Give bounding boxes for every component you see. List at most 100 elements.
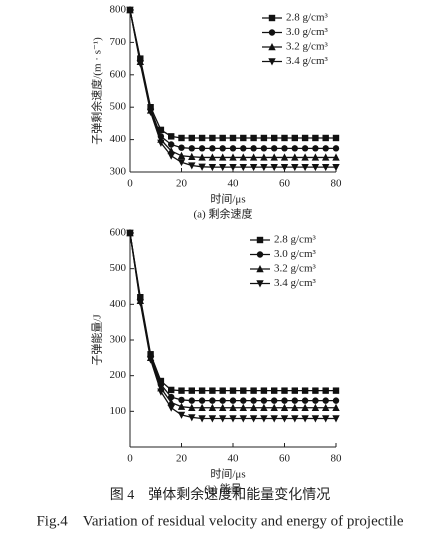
data-point	[209, 145, 216, 152]
legend-marker	[268, 58, 276, 66]
data-point	[301, 397, 309, 404]
data-point	[311, 403, 320, 411]
legend-label: 2.8 g/cm³	[286, 12, 328, 24]
data-point	[249, 403, 258, 411]
caption-en: Fig.4 Variation of residual velocity and…	[36, 513, 403, 529]
data-point	[209, 387, 216, 394]
data-point	[270, 163, 278, 172]
y-tick-label: 100	[110, 405, 127, 417]
x-tick-label: 0	[127, 453, 133, 465]
legend-label: 3.4 g/cm³	[286, 55, 328, 67]
data-point	[198, 397, 206, 404]
data-point	[240, 145, 247, 152]
x-tick-label: 60	[279, 178, 291, 190]
data-point	[188, 403, 196, 411]
data-point	[198, 153, 206, 161]
data-point	[178, 134, 185, 142]
data-point	[188, 134, 195, 142]
data-point	[219, 397, 226, 404]
data-point	[332, 387, 340, 394]
data-point	[322, 403, 330, 411]
data-point	[260, 403, 268, 411]
data-point	[250, 145, 257, 152]
legend-label: 3.2 g/cm³	[286, 41, 328, 53]
data-point	[291, 403, 299, 411]
data-point	[291, 163, 299, 172]
data-point	[301, 403, 309, 411]
data-point	[177, 402, 186, 410]
data-point	[322, 387, 329, 394]
data-point	[301, 163, 309, 172]
data-point	[312, 397, 319, 404]
data-point	[168, 133, 175, 140]
data-point	[332, 163, 340, 172]
y-tick-label: 400	[110, 133, 127, 145]
data-point	[219, 387, 226, 394]
data-point	[198, 387, 206, 394]
x-tick-label: 80	[331, 178, 343, 190]
data-point	[271, 134, 278, 142]
data-point	[157, 377, 165, 385]
y-tick-label: 500	[110, 101, 127, 113]
legend-marker	[268, 14, 276, 22]
y-tick-label: 300	[110, 166, 127, 178]
data-point	[198, 145, 206, 152]
legend-marker	[256, 251, 264, 258]
data-point	[270, 415, 278, 423]
data-point	[188, 152, 196, 160]
data-point	[219, 163, 227, 172]
data-point	[239, 163, 247, 172]
data-point	[188, 397, 195, 404]
y-tick-label: 800	[110, 4, 127, 16]
data-point	[239, 415, 247, 423]
data-point	[281, 387, 288, 394]
data-point	[239, 403, 247, 411]
caption-zh: 图 4 弹体剩余速度和能量变化情况	[110, 486, 331, 503]
data-point	[208, 415, 217, 423]
data-point	[219, 145, 226, 152]
y-tick-label: 600	[110, 68, 127, 80]
legend-label: 3.0 g/cm³	[286, 26, 328, 38]
data-point	[312, 387, 319, 394]
data-point	[270, 153, 278, 161]
data-point	[229, 415, 237, 423]
data-point	[322, 163, 330, 172]
data-point	[209, 397, 216, 404]
data-point	[198, 163, 206, 171]
x-axis-label: 时间/μs	[210, 193, 245, 206]
y-tick-label: 400	[110, 298, 127, 310]
data-point	[188, 387, 195, 394]
data-point	[178, 396, 185, 404]
x-tick-label: 20	[176, 453, 188, 465]
data-point	[270, 403, 278, 411]
data-point	[198, 403, 206, 411]
y-tick-label: 500	[110, 262, 127, 274]
legend-label: 2.8 g/cm³	[274, 234, 316, 246]
subtitle: (a) 剩余速度	[194, 207, 253, 221]
data-point	[260, 145, 268, 152]
data-point	[281, 397, 288, 404]
data-point	[219, 153, 227, 161]
y-tick-label: 600	[110, 227, 127, 239]
data-point	[280, 163, 289, 172]
data-point	[229, 134, 237, 142]
data-point	[209, 134, 216, 142]
data-point	[291, 134, 298, 142]
data-point	[280, 403, 289, 411]
data-point	[178, 144, 185, 151]
data-point	[301, 153, 309, 161]
data-point	[240, 397, 247, 404]
legend-label: 3.4 g/cm³	[274, 277, 316, 289]
data-point	[178, 387, 185, 394]
data-point	[312, 145, 319, 152]
data-point	[198, 134, 206, 142]
data-point	[332, 397, 340, 404]
legend-label: 3.0 g/cm³	[274, 248, 316, 260]
data-point	[208, 403, 217, 411]
data-point	[332, 145, 340, 152]
legend-marker	[256, 236, 264, 244]
data-point	[249, 163, 258, 172]
data-point	[177, 411, 186, 419]
data-point	[177, 159, 186, 167]
data-point	[229, 397, 237, 404]
